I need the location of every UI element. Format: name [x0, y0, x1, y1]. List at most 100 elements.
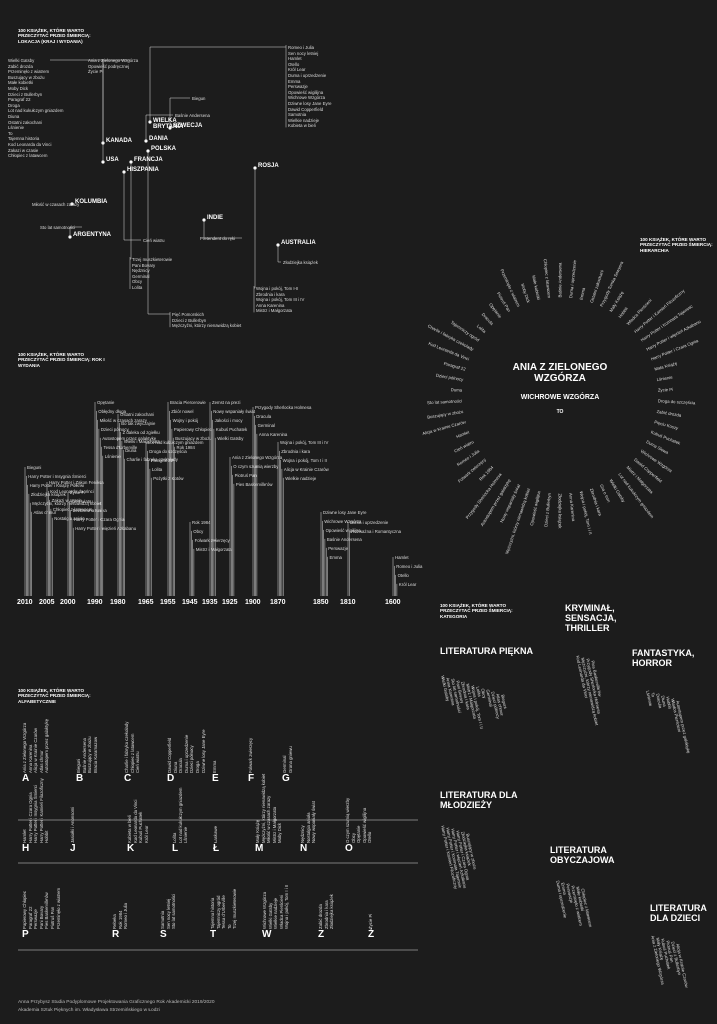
book-title: Duma i uprzedzenie: [350, 520, 389, 525]
book-title: Dzieci północy: [100, 426, 129, 432]
book-title: Nowy wspaniały świat: [213, 408, 256, 414]
book-title: Opętanie: [97, 400, 115, 405]
book-title: Opowieść podręcznej: [88, 63, 130, 69]
book-title: Wielkie nadzieje: [285, 475, 317, 481]
book-title: Zbrodnia i kara: [323, 900, 329, 929]
center-subtitle: TO: [556, 409, 564, 415]
book-title: Z daleka od zgiełku: [122, 429, 160, 435]
book-title: Paragraf 22: [8, 97, 31, 103]
book-title: Autostopem przez galaktykę: [102, 435, 157, 441]
book-title: Mały Książę: [255, 819, 260, 843]
book-title: Lot nad kukułczym gniazdem: [177, 787, 183, 843]
book-title: Mężczyźni, którzy nienawidzą kobiet: [260, 773, 266, 843]
book-title: Mistrz i Małgorzata: [195, 546, 232, 552]
book-title: Nędznicy: [132, 268, 150, 274]
letter-label: Ł: [213, 843, 220, 854]
book-title: Kod Leonarda da Vinci: [8, 142, 52, 147]
book-title: Ostatni zakochani: [8, 119, 43, 125]
category-label: LITERATURA OBYCZAJOWA: [550, 845, 615, 865]
book-title: Bracia Karamazow: [92, 736, 98, 773]
book-title: Przeminęło z wiatrem: [8, 69, 50, 75]
book-title: Wichrowe Wzgórza: [324, 518, 362, 524]
book-title: Kod Leonarda da Vinci: [132, 799, 138, 843]
footer-text: Akademia Sztuk Pięknych im. Władysława S…: [18, 1008, 160, 1013]
letter-label: A: [22, 773, 30, 784]
book-title: Życie Pi: [88, 69, 104, 75]
book-title: Złodziejka książek: [557, 493, 563, 528]
book-title: Nostalgia anioła: [305, 812, 311, 843]
section-title: 100 KSIĄŻEK, KTÓRE WARTO PRZECZYTAĆ PRZE…: [18, 28, 91, 44]
year-label: 2000: [60, 599, 76, 606]
book-title: Kubuś Puchatek: [215, 426, 248, 432]
category-label: LITERATURA PIĘKNA: [440, 646, 533, 656]
book-title: Droga: [8, 102, 20, 108]
year-label: 1955: [160, 599, 176, 606]
book-title: Ostatni zakochani: [120, 412, 155, 417]
book-title: Germinal: [257, 422, 276, 428]
book-title: Buszujący w zbożu: [175, 435, 212, 441]
book-title: Baśnie Andersena: [326, 536, 362, 542]
letter-label: Z: [318, 929, 325, 940]
book-title: Diuna: [125, 447, 137, 453]
book-title: Chłopiec z latawcem: [52, 506, 93, 512]
book-title: Wojna i pokój, Tom I i II: [282, 457, 327, 463]
book-title: Kubuś Puchatek: [138, 811, 144, 843]
book-title: Wielki Gatsby: [267, 902, 273, 929]
book-title: Perswazje: [288, 84, 308, 90]
book-title: Bieguni: [76, 758, 81, 773]
book-title: Hamlet: [288, 56, 302, 62]
book-title: Zakazi w czasie: [51, 497, 82, 503]
book-title: Romeo i Julia: [396, 563, 423, 569]
book-title: Sto lat samotności: [40, 225, 76, 230]
section-title: 100 KSIĄŻEK, KTÓRE WARTO PRZECZYTAĆ PRZE…: [18, 352, 105, 368]
letter-label: K: [127, 843, 135, 854]
letter-label: P: [22, 929, 29, 940]
letter-label: S: [160, 929, 167, 940]
letter-label: N: [300, 843, 308, 854]
book-title: Samotnia: [160, 910, 165, 929]
book-title: Złodziejka książek: [329, 894, 335, 929]
book-title: Anna Karenina: [258, 431, 288, 437]
year-label: 1850: [313, 599, 329, 606]
country-label: HISZPANIA: [127, 167, 159, 173]
center-subtitle: WICHROWE WZGÓRZA: [520, 394, 600, 401]
book-title: Tessa d'Urberville: [221, 895, 227, 929]
book-title: Wojna i pokój, Tom III i IV: [256, 297, 305, 303]
book-title: Harry Potter i Insygnia Śmierci: [33, 784, 39, 843]
book-title: Miłość w czasach zarazy: [266, 795, 272, 843]
book-title: Pożytki z Kotów: [153, 475, 184, 481]
book-title: Zabić drozda: [8, 63, 33, 69]
book-title: Alicja w Krainie Czarów: [33, 728, 39, 773]
book-title: Pięć Pomorskich: [172, 312, 204, 317]
book-title: O czym szumią wierzby: [345, 797, 350, 843]
book-title: Wojna i pokój, Tom I-II: [256, 286, 299, 291]
book-title: Dawid Copperfield: [288, 106, 324, 112]
book-title: Bieguni: [27, 465, 42, 470]
book-title: Atlas chmur: [33, 509, 57, 515]
letter-label: G: [282, 773, 290, 784]
book-title: Wojna i pokój, Tom I i II: [284, 884, 290, 929]
book-title: Bracia Piercerowie: [170, 400, 206, 405]
book-title: Wichrowe Wzgórza: [288, 95, 326, 101]
book-title: Lolita: [132, 285, 143, 290]
book-title: Dracula: [256, 413, 272, 419]
book-title: Baśnie Andersena: [557, 262, 563, 297]
book-title: Romeo i Julia: [288, 45, 315, 50]
book-title: Dzieci z Bullerbyn: [172, 317, 207, 323]
book-title: Lolita: [172, 832, 177, 843]
book-title: Rok 1984: [117, 910, 123, 929]
book-title: Wojny i pokój: [172, 417, 199, 423]
book-title: Duma: [450, 386, 463, 393]
book-title: Diuna: [172, 761, 178, 773]
book-title: Lot nad kukułczym gniazdem: [8, 108, 64, 114]
book-title: Obcy: [132, 279, 143, 285]
letter-label: J: [70, 843, 76, 854]
year-label: 1990: [87, 599, 103, 606]
book-title: Moby Dick: [277, 822, 283, 843]
country-label: DANIA: [149, 136, 168, 142]
country-label: POLSKA: [151, 146, 177, 152]
book-title: Anna Karenina: [256, 302, 285, 308]
country-label: WIELKA BRYTANIA: [153, 118, 184, 130]
book-title: Kod Leonarda da Vinci: [50, 488, 94, 494]
book-title: Sen nocy letniej: [288, 50, 319, 56]
